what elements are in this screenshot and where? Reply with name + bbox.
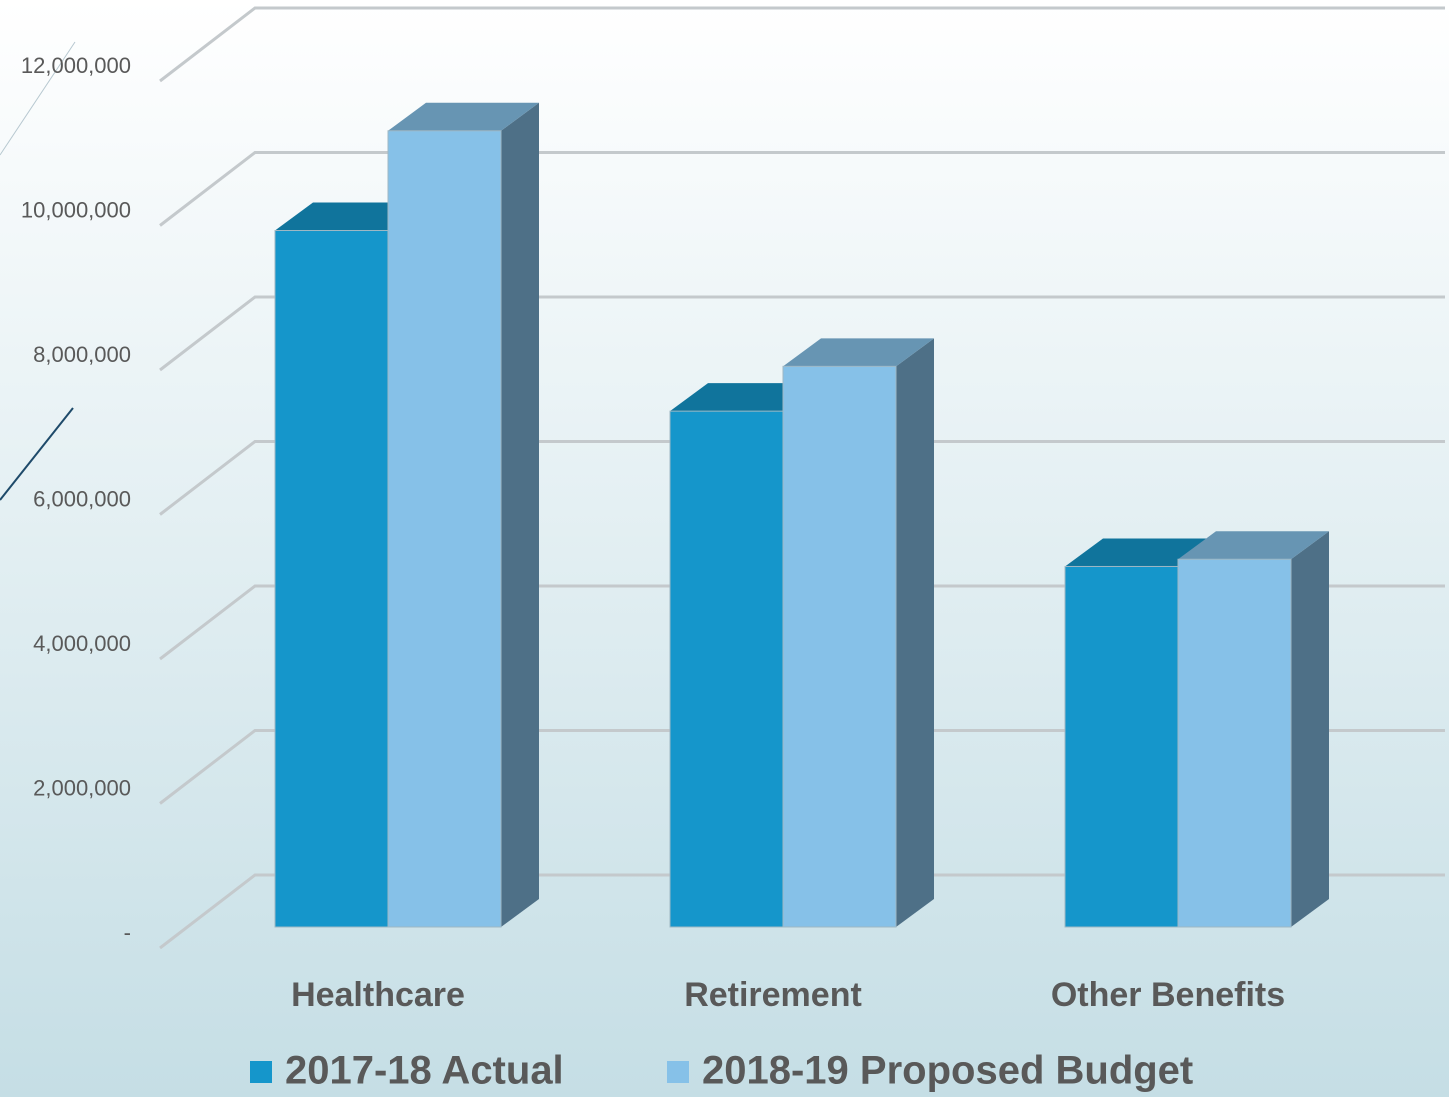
bar-side (501, 102, 539, 928)
x-tick-label: Healthcare (291, 976, 465, 1014)
bar (1064, 565, 1179, 928)
bar-top (783, 338, 934, 367)
grid-line (159, 6, 1445, 83)
grid-line (159, 295, 1445, 372)
bar-side (896, 338, 934, 928)
bar-top (388, 102, 539, 131)
y-tick-label: - (124, 920, 131, 945)
legend-swatch (250, 1061, 272, 1083)
x-tick-label: Retirement (684, 976, 862, 1014)
grid-line (159, 440, 1445, 516)
legend-label: 2018-19 Proposed Budget (702, 1049, 1193, 1093)
decoration (0, 407, 74, 501)
bar-top (1178, 531, 1329, 560)
legend-label: 2017-18 Actual (285, 1049, 564, 1093)
bar (274, 230, 389, 928)
y-tick-label: 6,000,000 (33, 486, 131, 511)
y-tick-label: 4,000,000 (33, 631, 131, 656)
bar-side (1291, 531, 1329, 927)
grid-line (159, 729, 1445, 805)
bar (387, 130, 502, 928)
decoration (0, 41, 76, 156)
legend-swatch (667, 1061, 689, 1083)
bar (782, 365, 897, 928)
bar (669, 410, 784, 928)
grid-line (159, 873, 1445, 950)
x-tick-label: Other Benefits (1051, 976, 1285, 1014)
grid-line (159, 151, 1445, 227)
y-tick-label: 10,000,000 (21, 197, 131, 222)
y-tick-label: 8,000,000 (33, 342, 131, 367)
y-tick-label: 12,000,000 (21, 53, 131, 78)
grid-line (159, 584, 1445, 661)
bar (1177, 558, 1292, 928)
y-tick-label: 2,000,000 (33, 775, 131, 800)
